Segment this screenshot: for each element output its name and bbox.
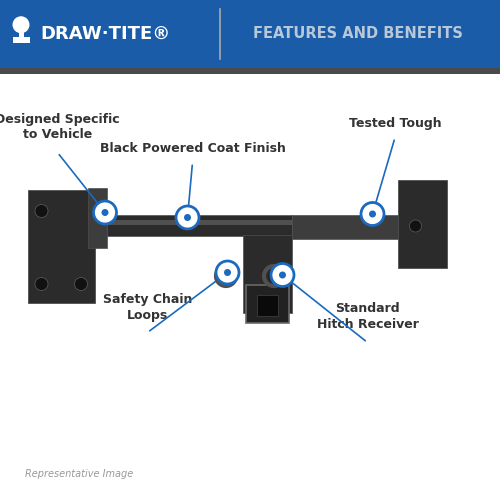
Circle shape (361, 202, 384, 226)
Circle shape (271, 264, 294, 286)
Circle shape (12, 16, 29, 33)
FancyBboxPatch shape (292, 215, 399, 239)
Bar (0, 68, 500, 74)
Circle shape (224, 269, 231, 276)
FancyBboxPatch shape (398, 180, 446, 268)
Bar (12, 38, 29, 44)
Bar (0, 0, 500, 68)
Text: FEATURES AND BENEFITS: FEATURES AND BENEFITS (252, 26, 462, 42)
Text: Safety Chain
Loops: Safety Chain Loops (103, 292, 192, 322)
Circle shape (184, 214, 191, 221)
Circle shape (410, 220, 422, 232)
Circle shape (176, 206, 199, 229)
FancyBboxPatch shape (242, 235, 292, 312)
Text: Tested Tough: Tested Tough (348, 118, 442, 130)
Text: Standard
Hitch Receiver: Standard Hitch Receiver (316, 302, 418, 332)
FancyBboxPatch shape (88, 188, 106, 248)
FancyBboxPatch shape (106, 220, 292, 225)
FancyBboxPatch shape (28, 190, 95, 302)
Circle shape (35, 204, 48, 218)
Circle shape (35, 278, 48, 290)
Text: DRAW·TITE®: DRAW·TITE® (40, 24, 170, 43)
Circle shape (369, 210, 376, 218)
Text: Designed Specific
to Vehicle: Designed Specific to Vehicle (0, 112, 120, 142)
Circle shape (102, 209, 108, 216)
Circle shape (94, 201, 116, 224)
FancyBboxPatch shape (106, 215, 292, 236)
Circle shape (216, 261, 239, 284)
Circle shape (279, 272, 286, 278)
Circle shape (74, 278, 88, 290)
FancyBboxPatch shape (256, 295, 278, 316)
Text: Black Powered Coat Finish: Black Powered Coat Finish (100, 142, 286, 156)
Text: Representative Image: Representative Image (25, 469, 133, 479)
FancyBboxPatch shape (246, 285, 288, 323)
Bar (18, 24, 24, 38)
